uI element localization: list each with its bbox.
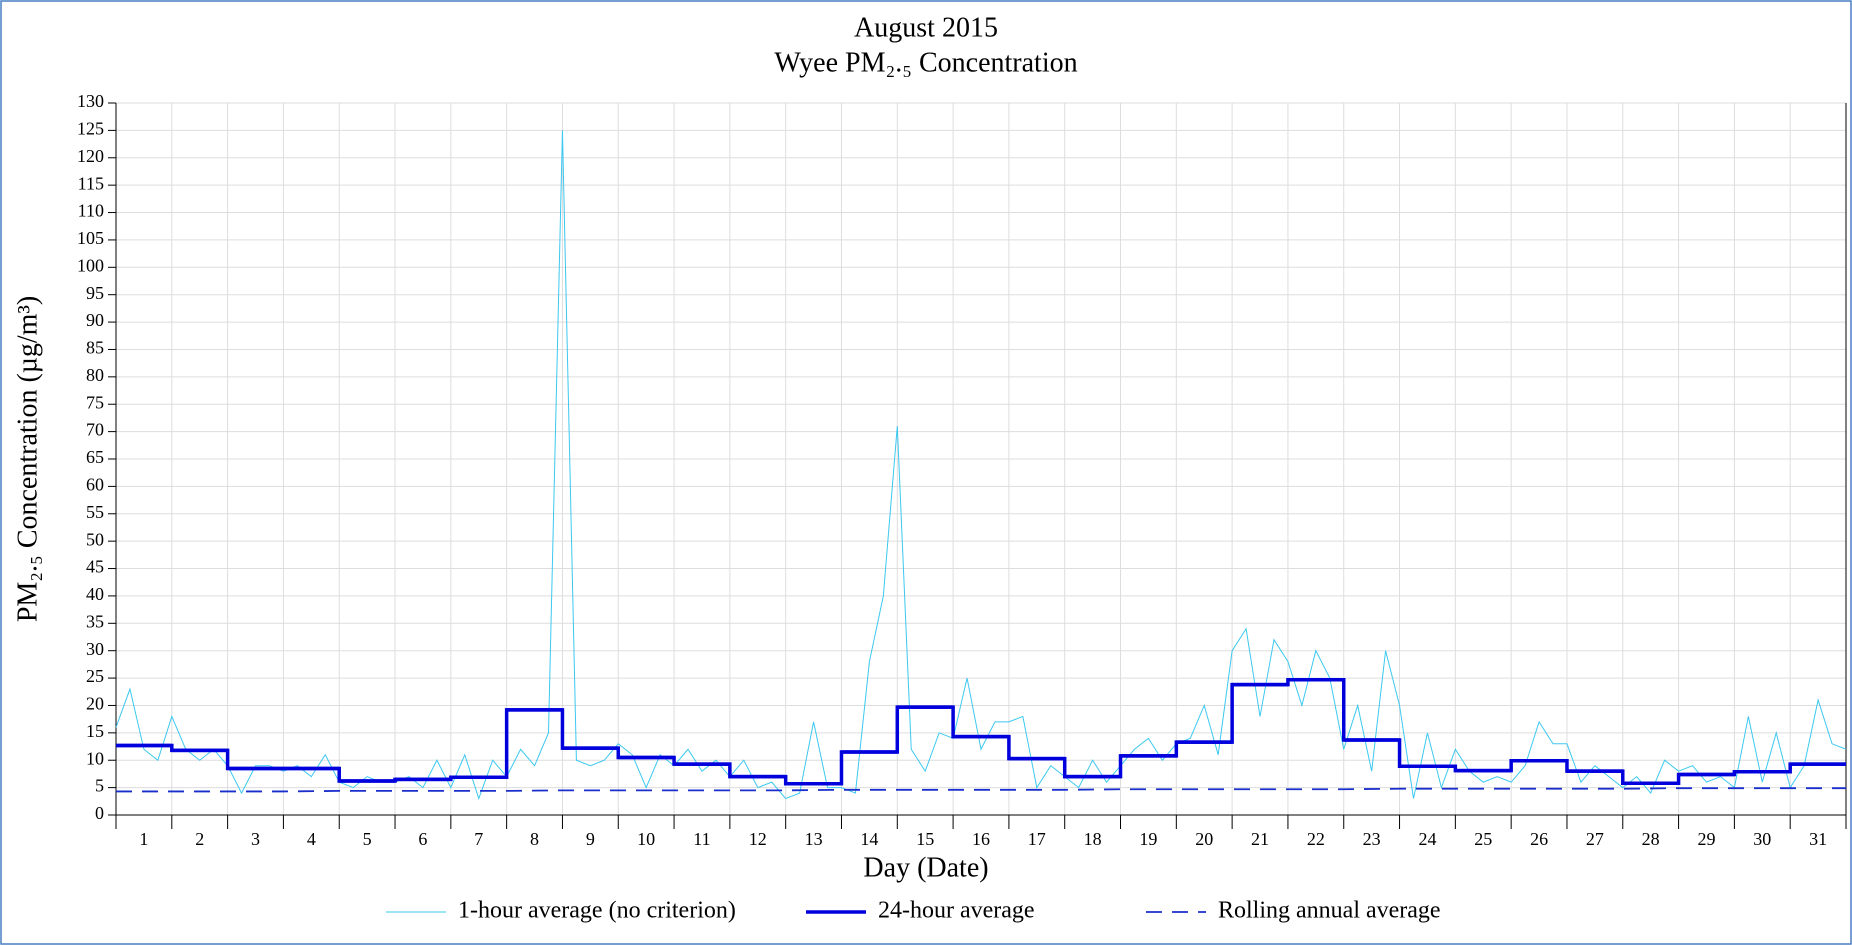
y-tick-label: 105 <box>77 228 104 248</box>
y-tick-label: 50 <box>86 529 104 549</box>
x-tick-label: 6 <box>418 829 427 849</box>
legend-label: Rolling annual average <box>1218 898 1441 924</box>
x-tick-label: 15 <box>916 829 934 849</box>
x-tick-label: 17 <box>1028 829 1046 849</box>
x-tick-label: 25 <box>1474 829 1492 849</box>
y-tick-label: 40 <box>86 584 104 604</box>
x-tick-label: 28 <box>1642 829 1660 849</box>
x-tick-label: 19 <box>1139 829 1157 849</box>
x-tick-label: 31 <box>1809 829 1827 849</box>
y-tick-label: 110 <box>78 201 104 221</box>
x-tick-label: 29 <box>1697 829 1715 849</box>
y-tick-label: 115 <box>78 173 104 193</box>
x-tick-label: 9 <box>586 829 595 849</box>
x-tick-label: 23 <box>1363 829 1381 849</box>
step-connector <box>116 677 1846 786</box>
x-tick-label: 11 <box>693 829 710 849</box>
y-tick-label: 15 <box>86 721 104 741</box>
x-tick-label: 5 <box>363 829 372 849</box>
x-tick-label: 24 <box>1418 829 1436 849</box>
x-tick-label: 7 <box>474 829 483 849</box>
x-tick-label: 27 <box>1586 829 1604 849</box>
x-tick-label: 1 <box>139 829 148 849</box>
y-tick-label: 0 <box>95 803 104 823</box>
x-tick-label: 2 <box>195 829 204 849</box>
x-tick-label: 14 <box>860 829 878 849</box>
x-tick-label: 3 <box>251 829 260 849</box>
x-tick-label: 10 <box>637 829 655 849</box>
x-tick-label: 18 <box>1084 829 1102 849</box>
x-tick-label: 21 <box>1251 829 1269 849</box>
y-tick-label: 125 <box>77 119 104 139</box>
y-tick-label: 35 <box>86 611 104 631</box>
legend-label: 24-hour average <box>878 898 1035 924</box>
x-tick-label: 20 <box>1195 829 1213 849</box>
y-tick-label: 30 <box>86 639 104 659</box>
y-tick-label: 70 <box>86 420 104 440</box>
y-tick-label: 60 <box>86 475 104 495</box>
y-tick-label: 75 <box>86 392 104 412</box>
chart-subtitle: Wyee PM₂.₅ Concentration <box>774 47 1077 78</box>
y-tick-label: 85 <box>86 338 104 358</box>
y-tick-label: 130 <box>77 91 104 111</box>
x-tick-label: 26 <box>1530 829 1548 849</box>
y-tick-label: 5 <box>95 776 104 796</box>
x-tick-label: 13 <box>805 829 823 849</box>
y-tick-label: 95 <box>86 283 104 303</box>
y-tick-label: 45 <box>86 557 104 577</box>
y-tick-label: 120 <box>77 146 104 166</box>
x-tick-label: 16 <box>972 829 990 849</box>
y-tick-label: 100 <box>77 255 104 275</box>
y-tick-label: 55 <box>86 502 104 522</box>
x-tick-label: 4 <box>307 829 316 849</box>
y-tick-label: 10 <box>86 748 104 768</box>
x-tick-label: 8 <box>530 829 539 849</box>
x-tick-label: 30 <box>1753 829 1771 849</box>
x-tick-label: 22 <box>1307 829 1325 849</box>
series-line <box>116 787 1846 793</box>
y-tick-label: 90 <box>86 310 104 330</box>
y-axis-label: PM₂.₅ Concentration (µg/m³) <box>12 296 43 622</box>
y-tick-label: 65 <box>86 447 104 467</box>
y-tick-label: 25 <box>86 666 104 686</box>
chart-title: August 2015 <box>854 12 998 43</box>
y-tick-label: 80 <box>86 365 104 385</box>
x-tick-label: 12 <box>749 829 767 849</box>
legend-label: 1-hour average (no criterion) <box>458 898 736 924</box>
x-axis-label: Day (Date) <box>863 852 988 883</box>
y-tick-label: 20 <box>86 694 104 714</box>
